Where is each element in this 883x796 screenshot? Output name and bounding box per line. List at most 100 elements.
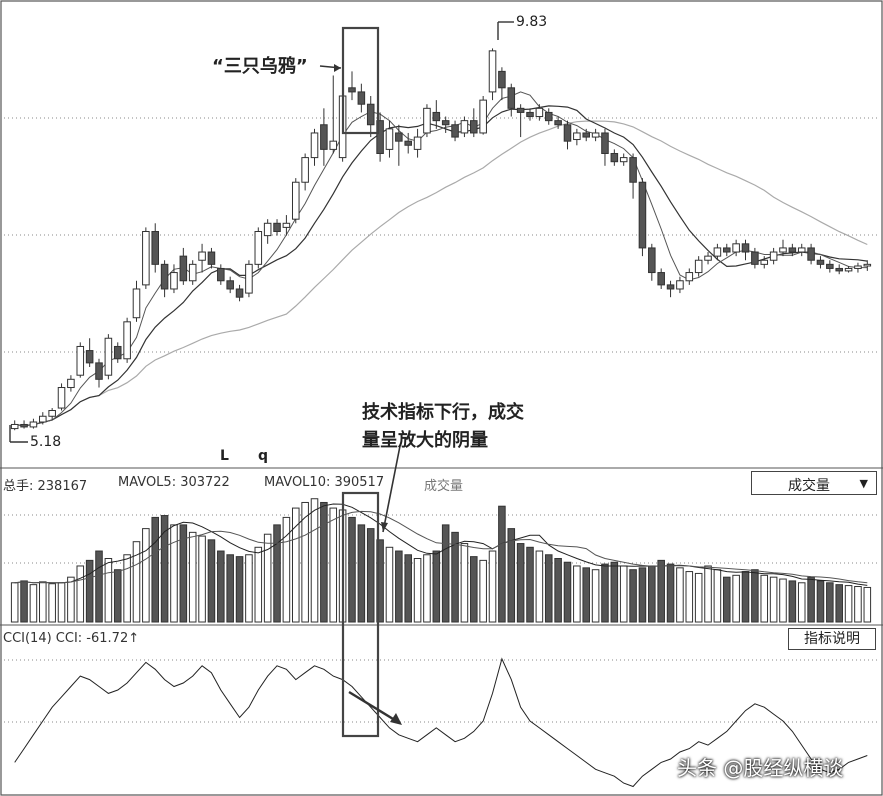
candle-body [563, 124, 572, 142]
mavol10-label: MAVOL10: 390517 [264, 475, 385, 490]
volume-bar [694, 572, 703, 623]
indicator-explain-button[interactable]: 指标说明 [788, 628, 876, 650]
volume-bar [170, 524, 178, 623]
volume-bar [863, 586, 872, 623]
volume-bar [563, 561, 572, 623]
letter-l: L [220, 448, 229, 464]
volume-bar [526, 546, 534, 623]
volume-bar [657, 559, 665, 623]
volume-bar [245, 554, 253, 623]
candle-body [432, 111, 441, 122]
candle-body [676, 280, 684, 290]
candle-body [376, 120, 384, 154]
volume-bar [591, 569, 600, 623]
candle-body [554, 120, 562, 126]
candle-body [722, 247, 731, 253]
volume-indicator-dropdown[interactable]: 成交量 ▼ [751, 471, 877, 495]
candle-body [544, 111, 553, 122]
candle-body [638, 181, 647, 249]
candle-body [357, 91, 366, 105]
price-ma5-line [14, 91, 868, 427]
candle-body [713, 247, 722, 257]
candle-body [67, 378, 75, 389]
candle-body [526, 111, 534, 118]
arrow-head-icon [390, 713, 402, 725]
volume-bar [76, 565, 85, 623]
volume-bar [39, 581, 47, 623]
volume-bar [704, 565, 712, 623]
volume-bar [151, 516, 160, 623]
candle-body [479, 99, 487, 134]
volume-bar [779, 578, 787, 623]
candle-body [217, 267, 225, 282]
candle-body [282, 222, 291, 228]
candle-body [704, 255, 712, 261]
three-crows-highlight-box [341, 26, 380, 135]
dropdown-value: 成交量 [788, 478, 830, 494]
candle-body [732, 243, 740, 253]
volume-bar [460, 543, 469, 623]
volume-bar [29, 584, 38, 623]
volume-cci-highlight-box [341, 491, 380, 738]
volume-bar [263, 533, 272, 623]
volume-bar [854, 586, 862, 623]
candle-body [132, 288, 141, 319]
volume-bar [329, 507, 338, 623]
volume-bar [404, 554, 412, 623]
candle-body [460, 120, 469, 134]
volume-bar [291, 507, 300, 623]
candle-body [39, 415, 47, 423]
volume-bar [188, 531, 197, 623]
volume-panel [10, 498, 872, 623]
volume-bar [104, 558, 113, 623]
candle-body [854, 265, 862, 269]
indicator-annotation-line1: 技术指标下行，成交 [362, 402, 524, 423]
price-high-label: 9.83 [516, 14, 548, 30]
volume-bar [198, 535, 206, 623]
candle-body [413, 136, 422, 150]
three-crows-annotation: “三只乌鸦” [212, 56, 308, 77]
candle-body [741, 243, 750, 253]
volume-bar [554, 558, 562, 623]
volume-bar [413, 558, 422, 623]
volume-bar [95, 550, 103, 623]
volume-bar [395, 550, 403, 623]
volume-bar [648, 565, 656, 623]
volume-bar [301, 501, 309, 623]
volume-bar [760, 574, 769, 623]
candle-body [404, 140, 412, 146]
volume-bar [479, 559, 487, 623]
candle-body [95, 362, 103, 380]
candle-body [657, 272, 665, 286]
candle-body [320, 124, 328, 150]
volume-bar [451, 531, 459, 623]
arrow-head-icon [381, 522, 388, 532]
candle-body [113, 345, 122, 360]
candle-body [591, 132, 600, 138]
candle-body [582, 132, 591, 138]
candle-body [170, 272, 178, 290]
volume-bar [320, 501, 328, 623]
volume-bar [235, 556, 244, 623]
candle-body [76, 345, 85, 376]
volume-bar [769, 576, 778, 623]
candle-body [142, 231, 150, 286]
volume-bar [816, 580, 825, 623]
volume-name-label: 成交量 [424, 479, 464, 494]
volume-bar [20, 580, 28, 623]
volume-bar [516, 543, 525, 623]
volume-bar [835, 584, 843, 623]
volume-bar [601, 563, 609, 623]
candle-body [57, 387, 66, 409]
volume-bar [282, 516, 291, 623]
candle-body [779, 247, 787, 253]
volume-bar [217, 550, 225, 623]
candle-body [348, 87, 356, 93]
volume-bar [619, 565, 628, 623]
volume-bar [507, 528, 516, 623]
candle-body [310, 132, 319, 159]
candle-body [207, 251, 216, 265]
candle-body [863, 263, 872, 267]
candle-body [694, 259, 703, 274]
